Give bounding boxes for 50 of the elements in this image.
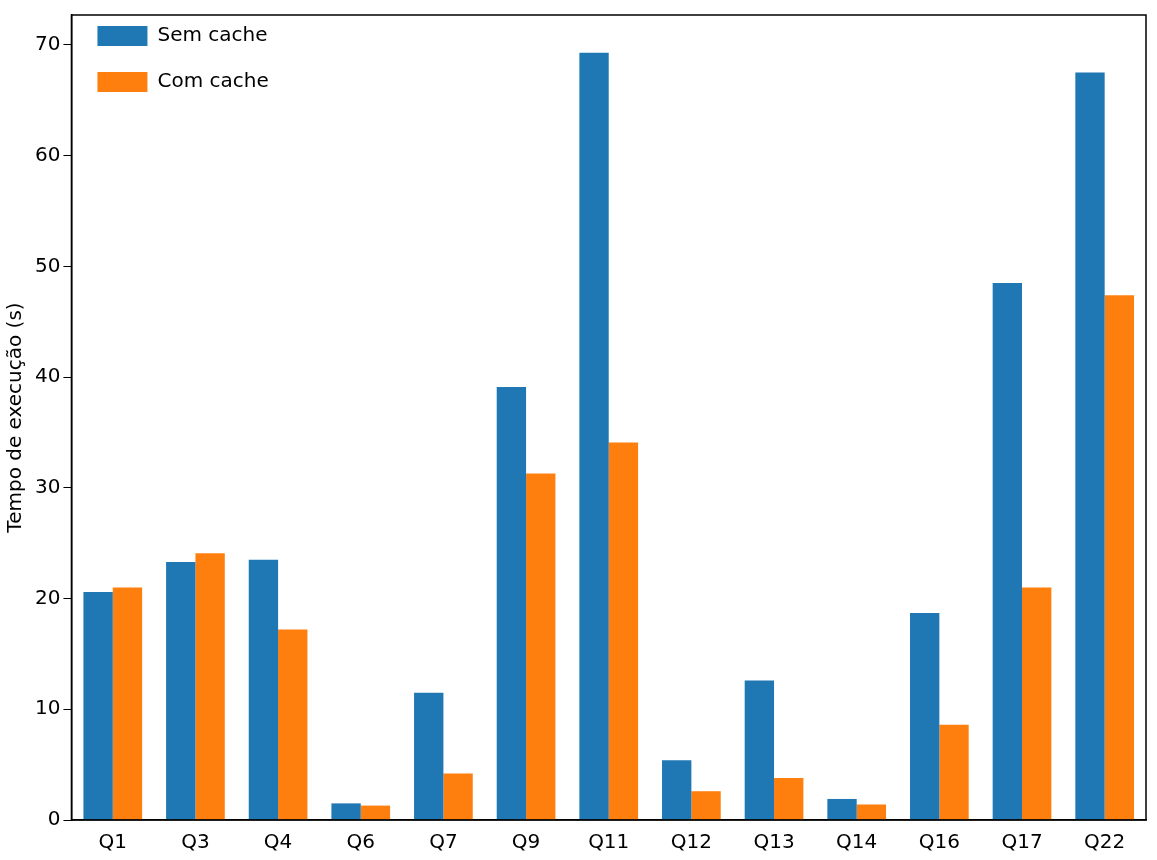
y-axis-title: Tempo de execução (s) bbox=[2, 302, 27, 534]
bar bbox=[608, 442, 639, 820]
bar bbox=[414, 692, 444, 820]
bar bbox=[195, 553, 225, 820]
y-tick-label: 0 bbox=[47, 806, 61, 831]
bar bbox=[166, 562, 196, 820]
x-tick-label: Q1 bbox=[98, 829, 128, 854]
bar bbox=[360, 805, 391, 820]
bar bbox=[278, 629, 308, 820]
x-tick-label: Q3 bbox=[181, 829, 210, 854]
y-tick-label: 10 bbox=[35, 695, 61, 720]
x-tick-label: Q7 bbox=[429, 829, 458, 854]
bar bbox=[331, 803, 361, 820]
bar bbox=[992, 282, 1023, 820]
bar bbox=[856, 804, 887, 820]
bar bbox=[910, 612, 940, 820]
x-tick-label: Q9 bbox=[511, 829, 541, 854]
y-tick-label: 70 bbox=[35, 31, 61, 56]
y-tick-label: 50 bbox=[35, 252, 61, 277]
x-tick-label: Q12 bbox=[670, 829, 712, 854]
bar bbox=[744, 680, 775, 820]
bar bbox=[1104, 295, 1135, 820]
y-tick-label: 20 bbox=[35, 584, 61, 609]
y-tick-label: 30 bbox=[35, 474, 61, 499]
bar bbox=[662, 760, 692, 820]
x-tick-label: Q14 bbox=[836, 829, 878, 854]
bar bbox=[1022, 587, 1052, 820]
bar bbox=[939, 724, 969, 820]
x-tick-label: Q11 bbox=[588, 829, 630, 854]
bar bbox=[827, 798, 857, 820]
x-tick-label: Q22 bbox=[1084, 829, 1126, 854]
bar bbox=[774, 777, 804, 820]
bar bbox=[112, 587, 143, 820]
bar bbox=[691, 791, 721, 820]
bar bbox=[1075, 72, 1105, 820]
x-tick-label: Q13 bbox=[753, 829, 795, 854]
bar bbox=[443, 773, 473, 820]
bar bbox=[496, 387, 527, 820]
bar bbox=[579, 52, 609, 820]
bar bbox=[83, 591, 113, 820]
y-tick-label: 40 bbox=[35, 363, 61, 388]
x-tick-label: Q16 bbox=[918, 829, 960, 854]
legend-label: Com cache bbox=[157, 68, 269, 93]
x-tick-label: Q17 bbox=[1001, 829, 1043, 854]
legend-label: Sem cache bbox=[157, 22, 268, 47]
x-tick-label: Q6 bbox=[346, 829, 375, 854]
y-tick-label: 60 bbox=[35, 141, 61, 166]
x-tick-label: Q4 bbox=[263, 829, 293, 854]
bar bbox=[248, 559, 279, 820]
bar bbox=[526, 473, 556, 820]
